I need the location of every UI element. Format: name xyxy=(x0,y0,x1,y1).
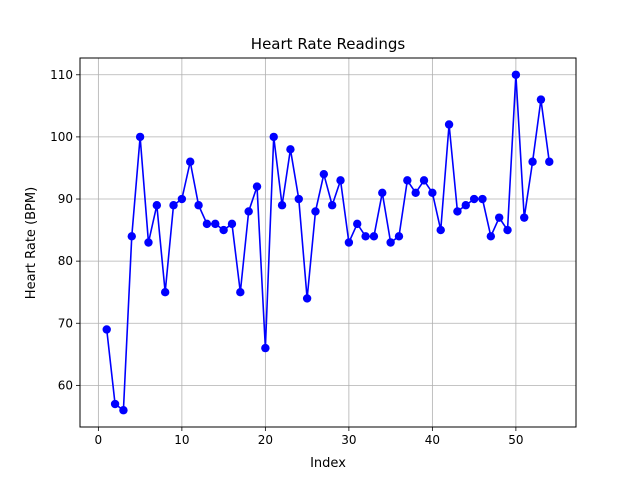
y-tick-label: 90 xyxy=(58,192,73,206)
data-point xyxy=(319,169,329,179)
data-point xyxy=(469,194,479,204)
data-point xyxy=(486,232,496,241)
x-tick-label: 30 xyxy=(341,433,356,447)
y-tick-label: 100 xyxy=(50,130,73,144)
data-point xyxy=(386,238,395,247)
y-axis-label: Heart Rate (BPM) xyxy=(24,187,39,299)
data-point xyxy=(453,207,462,216)
data-point xyxy=(419,176,429,185)
y-tick-label: 60 xyxy=(58,378,73,392)
data-point xyxy=(186,157,195,166)
data-point xyxy=(361,232,370,241)
data-point xyxy=(244,207,253,216)
data-point xyxy=(545,157,554,166)
data-point xyxy=(261,343,270,353)
data-point xyxy=(169,201,178,210)
data-point xyxy=(302,294,312,303)
data-point xyxy=(520,213,529,222)
data-point xyxy=(286,145,295,154)
x-tick-label: 40 xyxy=(425,433,440,447)
data-point xyxy=(177,194,187,204)
data-point xyxy=(144,238,153,247)
data-point xyxy=(135,132,145,142)
data-point xyxy=(411,188,420,198)
data-point xyxy=(353,219,362,229)
data-point xyxy=(236,287,245,297)
grid-lines xyxy=(80,58,576,427)
data-point xyxy=(311,207,320,216)
data-point xyxy=(219,225,228,235)
data-point xyxy=(344,238,354,247)
x-tick-label: 0 xyxy=(95,433,103,447)
data-point xyxy=(202,219,212,229)
data-point xyxy=(436,225,445,235)
data-point xyxy=(403,176,412,185)
series-layer xyxy=(102,70,554,415)
data-point xyxy=(252,182,262,191)
y-tick-label: 80 xyxy=(58,254,73,268)
y-tick-label: 110 xyxy=(50,68,73,82)
data-point xyxy=(503,225,512,235)
x-tick-label: 10 xyxy=(174,433,189,447)
data-point xyxy=(194,201,203,210)
data-point xyxy=(269,132,278,142)
chart-title: Heart Rate Readings xyxy=(251,35,406,53)
x-tick-label: 50 xyxy=(508,433,523,447)
heart-rate-line xyxy=(105,74,551,412)
data-point xyxy=(110,399,120,409)
data-point xyxy=(536,95,546,104)
data-point xyxy=(160,287,170,297)
data-point xyxy=(119,406,128,415)
plot-frame xyxy=(79,57,577,428)
y-tick-label: 70 xyxy=(58,316,73,330)
data-point xyxy=(444,120,454,129)
data-point xyxy=(127,232,136,241)
data-point xyxy=(428,188,437,198)
data-point xyxy=(211,219,220,229)
data-point xyxy=(378,188,387,198)
data-point xyxy=(461,201,470,210)
data-point xyxy=(494,213,504,222)
data-point xyxy=(327,201,337,210)
data-point xyxy=(394,232,404,241)
axis-ticks: 0 10 20 30 40 50 60 70 80 90 100 110 xyxy=(50,68,523,447)
data-point xyxy=(336,176,345,185)
data-point xyxy=(478,194,487,204)
data-point xyxy=(528,157,537,166)
x-axis-label: Index xyxy=(310,456,346,471)
x-tick-label: 20 xyxy=(258,433,273,447)
data-point xyxy=(277,201,287,210)
data-point xyxy=(294,194,303,204)
data-point xyxy=(511,70,521,79)
data-point xyxy=(102,325,111,334)
data-point xyxy=(152,201,162,210)
data-point xyxy=(227,219,237,229)
data-point xyxy=(369,232,379,241)
